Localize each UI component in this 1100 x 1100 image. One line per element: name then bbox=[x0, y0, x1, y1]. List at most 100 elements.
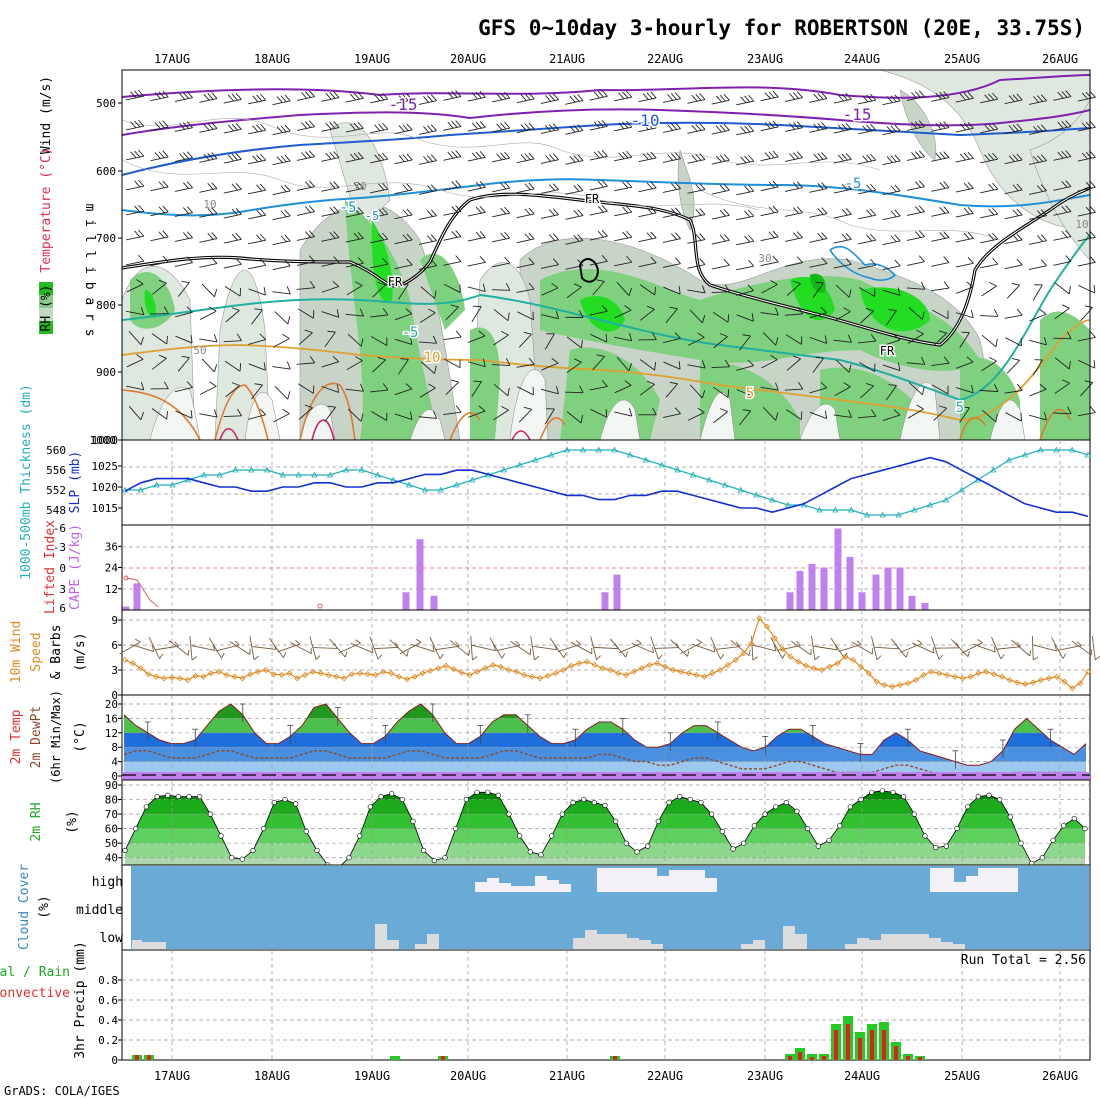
wind-barb bbox=[128, 405, 144, 421]
barb-flag bbox=[515, 640, 521, 646]
barb-flag bbox=[669, 381, 678, 385]
wind-barb bbox=[126, 229, 145, 241]
wind-barb bbox=[687, 407, 705, 421]
wind10-barb bbox=[931, 636, 944, 660]
wind-barb bbox=[199, 122, 218, 133]
wind-barb bbox=[614, 120, 633, 132]
wind-speed-marker bbox=[168, 674, 176, 681]
barb-shaft bbox=[347, 333, 362, 347]
wind-barb bbox=[223, 333, 242, 343]
barb-flag bbox=[1068, 285, 1071, 294]
wind-barb bbox=[345, 383, 364, 392]
barb-flag bbox=[333, 151, 340, 158]
barb-flag bbox=[674, 92, 681, 100]
wind-barb bbox=[565, 234, 584, 245]
barb-shaft bbox=[981, 334, 997, 348]
barb-flag bbox=[876, 655, 882, 661]
barb-flag bbox=[626, 230, 633, 238]
barb-flag bbox=[207, 183, 214, 190]
wind-barb bbox=[201, 283, 218, 298]
barb-flag bbox=[642, 93, 649, 100]
barb-flag bbox=[870, 233, 877, 241]
precip-grid bbox=[122, 950, 1090, 1060]
wind-speed-marker bbox=[333, 673, 340, 680]
barb-shaft bbox=[950, 639, 969, 657]
rh-marker bbox=[207, 811, 213, 817]
barb-flag bbox=[601, 230, 608, 237]
cape-bar bbox=[601, 592, 609, 610]
barb-shaft bbox=[297, 383, 314, 394]
barb-shaft bbox=[130, 644, 154, 652]
barb-flag bbox=[472, 656, 478, 661]
barb-flag bbox=[507, 312, 510, 321]
wind-barb bbox=[443, 255, 462, 266]
barb-shaft bbox=[394, 129, 413, 135]
wind-barb bbox=[662, 122, 681, 133]
barb-shaft bbox=[1053, 337, 1072, 340]
thickness-marker bbox=[248, 466, 255, 473]
y-tick-label: 1000 bbox=[90, 434, 117, 447]
barb-shaft bbox=[449, 640, 470, 656]
barb-flag bbox=[378, 153, 385, 161]
wind-speed-marker bbox=[1069, 685, 1076, 692]
barb-flag bbox=[943, 206, 950, 213]
wind-barb bbox=[174, 151, 193, 162]
barb-flag bbox=[496, 93, 503, 101]
wind-barb bbox=[297, 383, 315, 394]
barb-flag bbox=[856, 640, 862, 645]
wind-barb bbox=[492, 121, 511, 133]
barb-flag bbox=[890, 155, 897, 163]
barb-flag bbox=[890, 125, 897, 133]
barb-shaft bbox=[1032, 359, 1043, 376]
barb-flag bbox=[569, 125, 576, 133]
barb-flag bbox=[772, 180, 779, 188]
wind-barb bbox=[467, 231, 486, 242]
barb-flag bbox=[532, 386, 534, 395]
barb-flag bbox=[870, 208, 877, 216]
barb-shaft bbox=[885, 310, 897, 326]
wind10-barb bbox=[191, 644, 216, 651]
barb-shaft bbox=[882, 339, 901, 347]
barb-flag bbox=[837, 154, 844, 162]
barb-flag bbox=[792, 232, 800, 239]
barb-shaft bbox=[809, 411, 827, 419]
thickness-marker bbox=[658, 461, 665, 468]
barb-flag bbox=[601, 380, 608, 387]
barb-flag bbox=[744, 185, 751, 193]
barb-flag bbox=[357, 232, 364, 239]
barb-flag bbox=[573, 210, 580, 217]
barb-flag bbox=[817, 93, 824, 100]
barb-shaft bbox=[784, 237, 803, 242]
barb-shaft bbox=[860, 310, 874, 324]
barb-shaft bbox=[907, 333, 924, 344]
barb-shaft bbox=[370, 158, 388, 164]
wind-speed-marker bbox=[928, 668, 935, 675]
barb-shaft bbox=[517, 386, 534, 396]
barb-flag bbox=[428, 383, 436, 389]
wind-barb bbox=[418, 259, 437, 270]
wind-barb bbox=[955, 309, 974, 319]
bottom-date-label: 23AUG bbox=[747, 1069, 783, 1083]
temp-grid bbox=[122, 695, 1090, 780]
barb-shaft bbox=[174, 157, 193, 162]
wind-barb bbox=[955, 122, 974, 133]
barb-flag bbox=[504, 151, 511, 159]
wind-barb bbox=[687, 123, 706, 134]
wind-barb bbox=[906, 150, 925, 161]
thickness-marker bbox=[942, 496, 950, 503]
barb-flag bbox=[817, 183, 824, 190]
wind-barb bbox=[200, 306, 217, 320]
rh-marker bbox=[495, 792, 501, 798]
wind-barb bbox=[590, 333, 608, 343]
barb-flag bbox=[748, 94, 755, 102]
barb-shaft bbox=[980, 188, 998, 194]
wind-barb bbox=[517, 311, 534, 321]
barb-shaft bbox=[418, 416, 437, 419]
rh-marker bbox=[751, 823, 757, 829]
cloud-low-block bbox=[627, 938, 639, 949]
barb-flag bbox=[378, 208, 385, 216]
barb-flag bbox=[596, 655, 601, 660]
barb-flag bbox=[646, 92, 653, 100]
wind-barb bbox=[152, 279, 167, 295]
barb-flag bbox=[1012, 234, 1019, 242]
